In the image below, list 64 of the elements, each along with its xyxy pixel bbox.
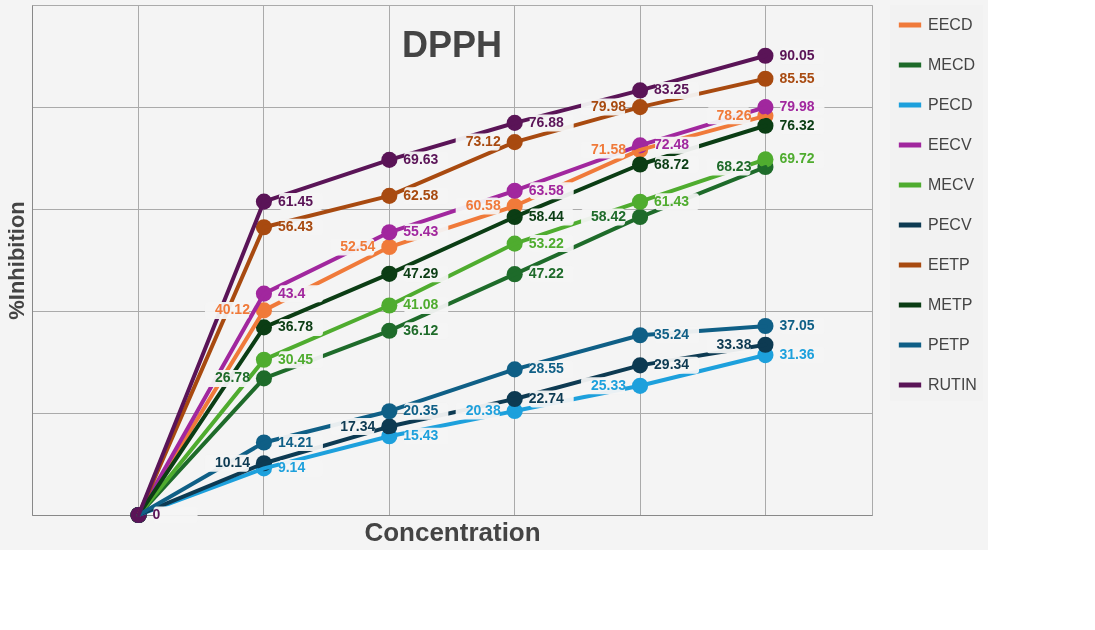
data-label: 76.32 — [779, 116, 815, 133]
legend-label: MECV — [928, 176, 975, 193]
legend-label: PECV — [928, 216, 972, 233]
y-axis-title: %Inhibition — [3, 201, 29, 320]
data-label: 36.78 — [277, 318, 314, 335]
data-label: 90.05 — [779, 46, 815, 63]
data-label: 0 — [152, 506, 161, 522]
data-label: 40.12 — [214, 301, 251, 318]
data-label: 68.72 — [654, 155, 690, 172]
data-label: 58.44 — [528, 207, 564, 224]
data-label: 85.55 — [779, 69, 815, 86]
data-label: 76.88 — [528, 113, 564, 130]
data-label: 63.58 — [528, 181, 564, 198]
data-label: 10.14 — [214, 454, 251, 471]
data-label: 68.23 — [716, 158, 752, 175]
data-label: 36.12 — [403, 321, 439, 338]
data-label: 20.38 — [465, 402, 501, 419]
data-label: 30.45 — [277, 350, 314, 367]
legend-label: EETP — [928, 256, 970, 273]
data-label: 47.29 — [403, 264, 439, 281]
data-label: 78.26 — [716, 106, 752, 123]
data-label: 53.22 — [528, 234, 564, 251]
data-label: 55.43 — [403, 223, 439, 240]
data-label: 37.05 — [779, 317, 815, 334]
legend-label: EECD — [928, 16, 973, 33]
data-label: 73.12 — [465, 133, 501, 150]
data-label: 47.22 — [528, 265, 564, 282]
data-label: 43.4 — [277, 284, 306, 301]
data-label: 56.43 — [277, 218, 314, 235]
data-label: 83.25 — [654, 81, 690, 98]
x-axis-title: Concentration — [364, 516, 541, 547]
data-label: 69.63 — [403, 150, 439, 167]
data-label: 26.78 — [214, 369, 251, 386]
data-label: 28.55 — [528, 360, 564, 377]
data-label: 62.58 — [403, 186, 439, 203]
data-label: 69.72 — [779, 150, 815, 167]
data-label: 60.58 — [465, 197, 501, 214]
legend-label: MECD — [928, 56, 976, 73]
legend-label: PETP — [928, 336, 970, 353]
data-label: 31.36 — [779, 346, 815, 363]
data-label: 29.34 — [654, 356, 690, 373]
data-label: 25.33 — [591, 376, 627, 393]
data-label: 71.58 — [591, 140, 627, 157]
data-label: 14.21 — [277, 433, 314, 450]
data-label: 9.14 — [277, 459, 306, 476]
data-label: 79.98 — [591, 98, 627, 115]
legend-label: METP — [928, 296, 973, 313]
legend-label: PECD — [928, 96, 973, 113]
data-label: 33.38 — [716, 335, 752, 352]
text: DPPH — [401, 24, 503, 65]
data-label: 61.45 — [277, 192, 314, 209]
data-label: 72.48 — [654, 136, 690, 153]
data-label: 20.35 — [403, 402, 439, 419]
data-label: 58.42 — [591, 208, 627, 225]
data-label: 15.43 — [403, 427, 439, 444]
data-label: 79.98 — [779, 98, 815, 115]
data-label: 52.54 — [340, 238, 376, 255]
data-label: 17.34 — [340, 417, 376, 434]
data-label: 61.43 — [654, 192, 690, 209]
data-label: 41.08 — [403, 296, 439, 313]
data-label: 35.24 — [654, 326, 690, 343]
data-label: 22.74 — [528, 390, 564, 407]
legend-label: RUTIN — [928, 376, 977, 393]
legend-label: EECV — [928, 136, 972, 153]
